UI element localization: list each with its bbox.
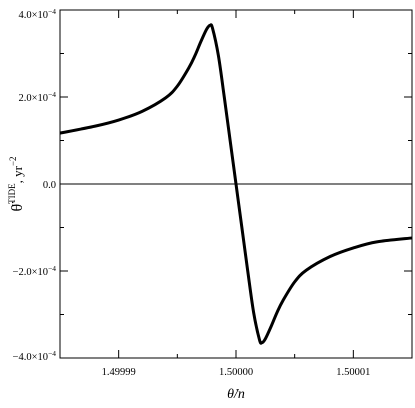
y-tick-label: −4.0×10−4 [13,349,57,363]
y-axis-label: θ̈TIDE, yr−2 [7,156,26,211]
y-tick-label: 4.0×10−4 [18,7,56,21]
series-line [59,23,413,345]
x-tick-label: 1.49999 [102,367,136,378]
series-group [59,23,413,345]
tick-marks [59,9,413,359]
x-axis-label: θ̇/n [227,387,245,402]
y-axis-label-units: , yr [10,165,25,183]
tick-labels: 1.49999 1.50000 1.50001 −4.0×10−4 −2.0×10−4 0… [13,7,371,378]
y-tick-label: 2.0×10−4 [18,90,56,104]
y-axis-label-superscript: TIDE [7,183,17,204]
y-tick-label: 0.0 [43,180,56,191]
x-tick-label: 1.50000 [219,367,253,378]
svg-text:θ̈TIDE, yr−2: θ̈TIDE, yr−2 [7,156,26,211]
y-axis-label-symbol: θ̈ [9,201,26,212]
x-tick-label: 1.50001 [336,367,370,378]
y-tick-label: −2.0×10−4 [13,264,57,278]
y-axis-label-units-exponent: −2 [8,156,18,166]
